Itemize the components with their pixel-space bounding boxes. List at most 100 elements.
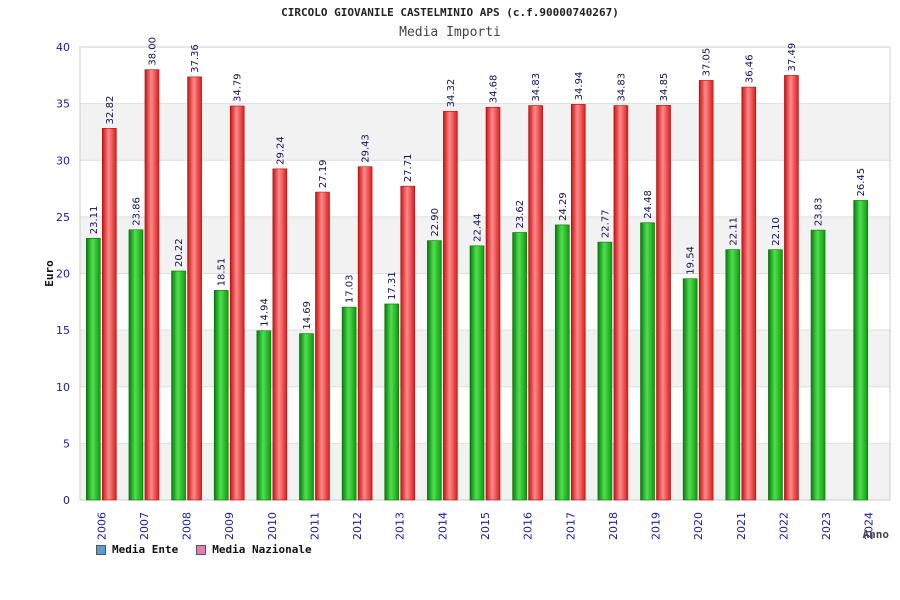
- bar-media-ente-2019: [640, 222, 655, 501]
- data-label-media-ente-2011: 14.69: [302, 301, 313, 330]
- bar-media-nazionale-2012: [357, 166, 373, 501]
- data-label-media-ente-2008: 20.22: [174, 238, 185, 267]
- bar-media-ente-2018: [597, 241, 613, 501]
- x-tick-label-2013: 2013: [394, 512, 407, 540]
- x-tick-label-2017: 2017: [564, 512, 577, 540]
- x-tick-label-2014: 2014: [436, 512, 449, 540]
- bar-media-nazionale-2010: [272, 168, 288, 501]
- data-label-media-nazionale-2016: 34.83: [531, 73, 542, 102]
- x-tick-label-2009: 2009: [223, 512, 236, 540]
- data-label-media-nazionale-2010: 29.24: [275, 136, 286, 165]
- x-tick-label-2015: 2015: [479, 512, 492, 540]
- data-label-media-nazionale-2019: 34.85: [659, 73, 670, 102]
- legend-label-media-nazionale: Media Nazionale: [212, 543, 312, 556]
- x-tick-label-2010: 2010: [266, 512, 279, 540]
- y-tick-label: 35: [56, 98, 70, 111]
- data-label-media-ente-2010: 14.94: [259, 298, 270, 327]
- bar-media-ente-2016: [512, 232, 527, 501]
- bar-media-nazionale-2019: [656, 105, 671, 501]
- data-label-media-nazionale-2020: 37.05: [702, 48, 713, 77]
- bar-media-ente-2021: [725, 249, 741, 501]
- data-label-media-ente-2019: 24.48: [643, 190, 654, 219]
- data-label-media-nazionale-2007: 38.00: [147, 37, 158, 66]
- bar-media-nazionale-2020: [698, 80, 714, 501]
- bar-media-ente-2007: [128, 229, 144, 501]
- chart-title: CIRCOLO GIOVANILE CASTELMINIO APS (c.f.9…: [281, 6, 619, 19]
- x-tick-label-2007: 2007: [138, 512, 151, 540]
- data-label-media-ente-2006: 23.11: [89, 206, 100, 235]
- x-tick-label-2016: 2016: [522, 512, 535, 540]
- bar-media-ente-2020: [682, 278, 698, 501]
- bar-media-nazionale-2022: [784, 75, 799, 501]
- data-label-media-ente-2017: 24.29: [558, 192, 569, 221]
- data-label-media-ente-2016: 23.62: [515, 200, 526, 229]
- y-tick-label: 20: [56, 268, 70, 281]
- bar-media-nazionale-2006: [102, 128, 117, 501]
- data-label-media-nazionale-2021: 36.46: [744, 54, 755, 83]
- data-label-media-nazionale-2015: 34.68: [489, 75, 500, 104]
- x-tick-label-2022: 2022: [777, 512, 790, 540]
- x-tick-label-2019: 2019: [650, 512, 663, 540]
- bar-media-nazionale-2017: [570, 104, 586, 501]
- data-label-media-nazionale-2012: 29.43: [361, 134, 372, 163]
- bar-media-ente-2017: [554, 224, 570, 501]
- data-label-media-nazionale-2006: 32.82: [105, 96, 116, 125]
- data-label-media-nazionale-2022: 37.49: [787, 43, 798, 72]
- bar-media-ente-2013: [384, 303, 400, 501]
- bar-media-ente-2014: [427, 240, 442, 501]
- x-tick-label-2018: 2018: [607, 512, 620, 540]
- bar-media-nazionale-2016: [528, 105, 543, 501]
- bar-media-nazionale-2013: [400, 185, 416, 501]
- data-label-media-ente-2013: 17.31: [387, 271, 398, 300]
- y-tick-label: 40: [56, 41, 70, 54]
- bar-media-ente-2006: [86, 237, 101, 501]
- data-label-media-ente-2021: 22.11: [728, 217, 739, 246]
- bar-media-ente-2010: [256, 330, 272, 501]
- chart-subtitle: Media Importi: [399, 25, 501, 40]
- bar-media-ente-2015: [469, 245, 485, 501]
- data-label-media-nazionale-2018: 34.83: [616, 73, 627, 102]
- bar-media-nazionale-2011: [315, 191, 330, 501]
- y-tick-label: 25: [56, 211, 70, 224]
- data-label-media-nazionale-2013: 27.71: [403, 154, 414, 183]
- bar-media-nazionale-2014: [443, 111, 458, 501]
- data-label-media-ente-2014: 22.90: [430, 208, 441, 237]
- bar-media-ente-2023: [810, 229, 826, 501]
- bar-media-nazionale-2009: [229, 105, 245, 501]
- x-tick-label-2006: 2006: [95, 512, 108, 540]
- data-label-media-nazionale-2017: 34.94: [574, 72, 585, 101]
- bar-media-ente-2012: [341, 306, 357, 501]
- y-tick-label: 0: [63, 494, 70, 507]
- x-tick-label-2024: 2024: [863, 512, 876, 540]
- legend-item-media-nazionale: Media Nazionale: [196, 543, 312, 556]
- x-tick-label-2021: 2021: [735, 512, 748, 540]
- data-label-media-ente-2023: 23.83: [814, 197, 825, 226]
- bar-media-ente-2009: [213, 290, 229, 501]
- x-tick-label-2008: 2008: [181, 512, 194, 540]
- y-tick-label: 10: [56, 381, 70, 394]
- data-label-media-ente-2015: 22.44: [473, 213, 484, 242]
- legend: Media Ente Media Nazionale: [96, 543, 312, 556]
- data-label-media-nazionale-2014: 34.32: [446, 79, 457, 108]
- bar-media-nazionale-2021: [741, 86, 757, 501]
- data-label-media-ente-2024: 26.45: [856, 168, 867, 197]
- data-label-media-ente-2020: 19.54: [686, 246, 697, 275]
- x-axis-label: Anno: [863, 528, 890, 541]
- y-axis-label: Euro: [43, 260, 56, 287]
- y-tick-label: 15: [56, 324, 70, 337]
- x-tick-label-2012: 2012: [351, 512, 364, 540]
- legend-swatch-media-ente: [96, 544, 106, 555]
- bar-media-ente-2008: [171, 270, 186, 501]
- legend-label-media-ente: Media Ente: [112, 543, 179, 556]
- data-label-media-nazionale-2008: 37.36: [190, 44, 201, 73]
- data-label-media-ente-2009: 18.51: [217, 258, 228, 287]
- data-label-media-nazionale-2009: 34.79: [233, 73, 244, 102]
- data-label-media-nazionale-2011: 27.19: [318, 159, 329, 188]
- legend-swatch-media-nazionale: [196, 544, 207, 555]
- bar-media-ente-2011: [299, 333, 314, 501]
- bar-media-nazionale-2018: [613, 105, 629, 501]
- data-label-media-ente-2007: 23.86: [131, 197, 142, 226]
- x-tick-label-2011: 2011: [308, 512, 321, 540]
- bar-media-ente-2024: [853, 200, 868, 501]
